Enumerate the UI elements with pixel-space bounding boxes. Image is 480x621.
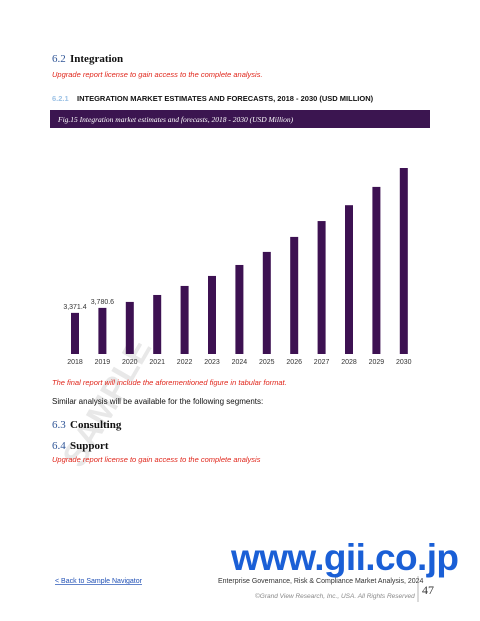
bar bbox=[71, 312, 79, 354]
bar bbox=[235, 264, 244, 354]
x-tick-label: 2021 bbox=[149, 359, 165, 366]
subsection-title: INTEGRATION MARKET ESTIMATES AND FORECAS… bbox=[77, 94, 374, 103]
section-title: Consulting bbox=[70, 419, 122, 431]
x-tick-label: 2030 bbox=[396, 359, 412, 366]
bar bbox=[153, 294, 162, 354]
back-link[interactable]: < Back to Sample Navigator bbox=[55, 578, 143, 585]
paragraph: Similar analysis will be available for t… bbox=[52, 397, 263, 406]
subsection-number: 6.2.1 bbox=[52, 94, 69, 103]
x-tick-label: 2023 bbox=[204, 359, 220, 366]
bar bbox=[125, 301, 134, 354]
section-number: 6.4 bbox=[52, 440, 66, 452]
note: The final report will include the aforem… bbox=[52, 378, 287, 387]
x-tick-label: 2019 bbox=[95, 359, 111, 366]
data-label: 3,780.6 bbox=[91, 299, 114, 306]
x-tick-label: 2022 bbox=[177, 359, 193, 366]
x-tick-label: 2027 bbox=[314, 359, 330, 366]
x-tick-label: 2029 bbox=[369, 359, 385, 366]
copyright: ©Grand View Research, Inc., USA. All Rig… bbox=[255, 592, 415, 600]
bar bbox=[399, 168, 408, 354]
x-tick-label: 2024 bbox=[232, 359, 248, 366]
caption-bar bbox=[50, 110, 430, 128]
bar bbox=[345, 205, 353, 354]
data-label: 3,371.4 bbox=[63, 304, 86, 311]
bar bbox=[262, 251, 271, 354]
bar bbox=[98, 307, 107, 354]
chart-caption: Fig.15 Integration market estimates and … bbox=[57, 115, 294, 124]
x-tick-label: 2020 bbox=[122, 359, 138, 366]
page-number: 47 bbox=[422, 583, 434, 597]
section-title: Support bbox=[70, 440, 109, 452]
bar bbox=[208, 275, 216, 354]
watermark: www.gii.co.jp bbox=[230, 537, 459, 578]
note: Upgrade report license to gain access to… bbox=[52, 455, 261, 464]
x-tick-label: 2026 bbox=[286, 359, 302, 366]
chart: 2018 3,371.4 2019 3,780.6 2020 2021 2022 2023 20… bbox=[63, 168, 412, 366]
bar bbox=[372, 186, 381, 354]
section-number: 6.3 bbox=[52, 419, 66, 431]
bar bbox=[290, 236, 299, 354]
section-number: 6.2 bbox=[52, 53, 66, 65]
x-tick-label: 2025 bbox=[259, 359, 275, 366]
section-title: Integration bbox=[70, 53, 123, 65]
bar bbox=[317, 221, 326, 354]
x-tick-label: 2018 bbox=[67, 359, 83, 366]
bar bbox=[180, 285, 189, 354]
footer-report: Enterprise Governance, Risk & Compliance… bbox=[218, 578, 424, 585]
note: Upgrade report license to gain access to… bbox=[52, 70, 263, 79]
x-tick-label: 2028 bbox=[341, 359, 357, 366]
